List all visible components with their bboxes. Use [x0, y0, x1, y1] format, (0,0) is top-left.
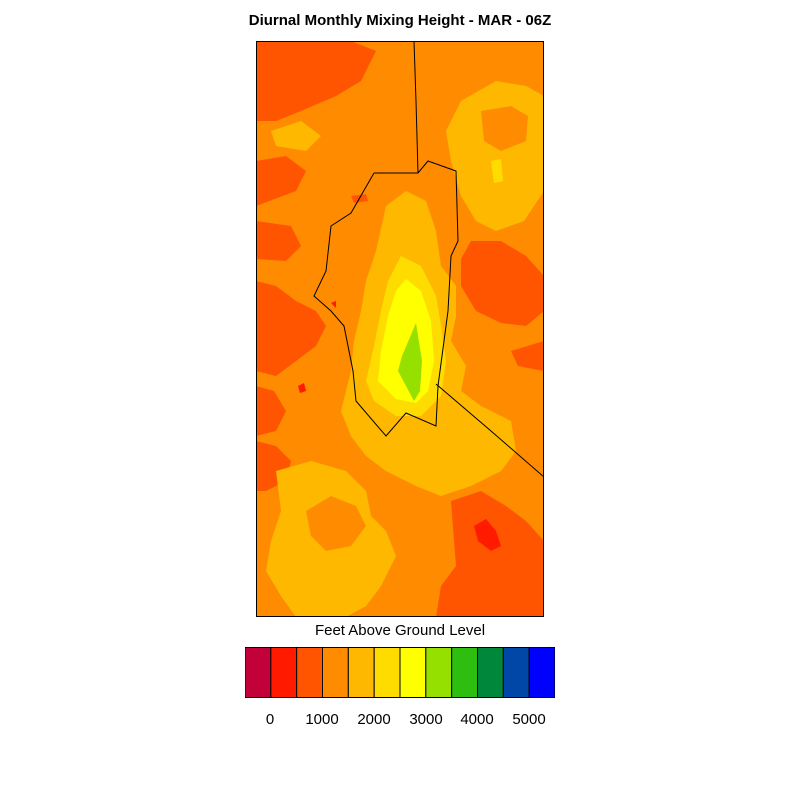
colorbar-swatch-2: [296, 647, 323, 698]
contour-peak-region: [398, 323, 422, 401]
colorbar-swatch-3: [322, 647, 349, 698]
colorbar: [245, 647, 555, 698]
colorbar-tick-4000: 4000: [460, 711, 494, 728]
colorbar-tick-2000: 2000: [357, 711, 391, 728]
legend-label: Feet Above Ground Level: [314, 622, 486, 639]
chart-title: Diurnal Monthly Mixing Height - MAR - 06…: [248, 12, 552, 29]
colorbar-swatch-4: [347, 647, 375, 698]
map-frame: [256, 41, 544, 617]
colorbar-tick-3000: 3000: [409, 711, 443, 728]
colorbar-swatch-5: [373, 647, 401, 698]
contour-low-regions: [256, 41, 544, 617]
colorbar-swatch-10: [502, 647, 530, 698]
colorbar-tick-0: 0: [265, 711, 275, 728]
colorbar-swatch-6: [399, 647, 427, 698]
contour-map: [256, 41, 544, 617]
colorbar-swatch-9: [477, 647, 504, 698]
colorbar-swatch-11: [528, 647, 555, 698]
colorbar-swatch-1: [270, 647, 298, 698]
boundary-lines: [313, 41, 544, 478]
colorbar-tick-1000: 1000: [305, 711, 339, 728]
contour-base-pockets: [306, 106, 528, 551]
colorbar-swatch-7: [425, 647, 453, 698]
contour-lowest-regions: [298, 301, 501, 551]
colorbar-swatch-0: [245, 647, 272, 698]
colorbar-tick-5000: 5000: [512, 711, 546, 728]
colorbar-swatch-8: [451, 647, 478, 698]
